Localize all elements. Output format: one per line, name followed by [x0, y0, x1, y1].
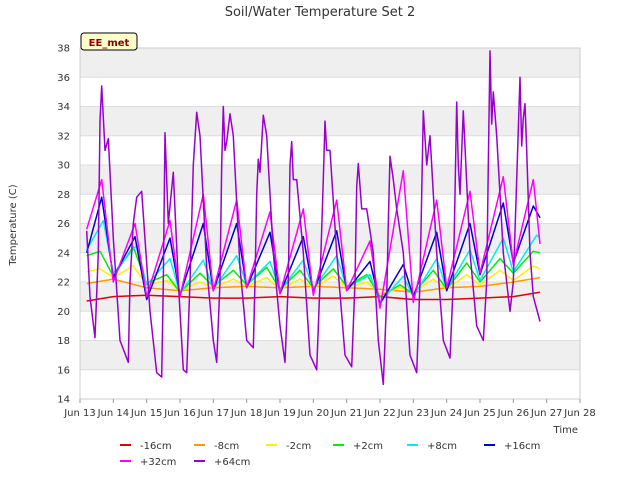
- x-tick-label: Jun 21: [330, 408, 363, 419]
- y-tick-label: 16: [57, 365, 70, 376]
- grid-band: [80, 106, 580, 136]
- chart-title: Soil/Water Temperature Set 2: [225, 5, 416, 20]
- y-tick-label: 20: [57, 307, 70, 318]
- series-line-+64cm: [85, 50, 541, 386]
- x-axis-label: Time: [553, 425, 578, 436]
- x-tick-label: Jun 13: [63, 408, 96, 419]
- x-axis: Jun 13 Jun 14 Jun 15 Jun 16 Jun 17 Jun 18 Jun …: [63, 399, 596, 419]
- x-tick-label: Jun 27: [530, 408, 563, 419]
- legend-label: +8cm: [427, 441, 457, 452]
- legend-label: -16cm: [140, 441, 172, 452]
- series-line-+32cm: [85, 170, 541, 310]
- legend: -16cm -8cm -2cm +2cm +8cm +16cm +32cm +64cm: [120, 441, 540, 468]
- legend-label: +16cm: [504, 441, 540, 452]
- x-tick-label: Jun 18: [230, 408, 263, 419]
- x-tick-label: Jun 15: [130, 408, 163, 419]
- legend-label: +64cm: [214, 457, 250, 468]
- x-tick-label: Jun 24: [430, 408, 463, 419]
- grid-band: [80, 48, 580, 78]
- x-tick-label: Jun 14: [97, 408, 130, 419]
- legend-label: +2cm: [353, 441, 383, 452]
- y-tick-label: 14: [57, 395, 70, 406]
- x-tick-label: Jun 23: [397, 408, 430, 419]
- site-label-box: EE_met: [80, 32, 138, 51]
- x-tick-label: Jun 25: [463, 408, 496, 419]
- grid-band: [80, 340, 580, 370]
- series-line--8cm: [86, 276, 541, 293]
- y-axis: 14 16 18 20 22 24 26 28 30 32 34 36 38: [57, 44, 70, 406]
- y-tick-label: 24: [57, 248, 70, 259]
- y-tick-label: 32: [57, 131, 70, 142]
- x-tick-label: Jun 26: [497, 408, 530, 419]
- plot-frame: [79, 47, 581, 400]
- y-tick-label: 26: [57, 219, 70, 230]
- grid-bands: [80, 48, 580, 370]
- y-tick-label: 34: [57, 102, 70, 113]
- y-tick-label: 18: [57, 336, 70, 347]
- y-axis-label: Temperature (C): [8, 184, 19, 266]
- x-tick-label: Jun 19: [263, 408, 296, 419]
- y-tick-label: 22: [57, 278, 70, 289]
- x-tick-label: Jun 22: [363, 408, 396, 419]
- x-tick-label: Jun 17: [197, 408, 230, 419]
- legend-label: +32cm: [140, 457, 176, 468]
- y-tick-label: 38: [57, 44, 70, 55]
- x-tick-label: Jun 16: [163, 408, 196, 419]
- y-tick-label: 28: [57, 190, 70, 201]
- grid-band: [80, 165, 580, 195]
- series-layer: [85, 50, 541, 386]
- legend-label: -2cm: [286, 441, 311, 452]
- series-line--16cm: [86, 291, 541, 302]
- x-tick-label: Jun 28: [563, 408, 596, 419]
- y-tick-label: 30: [57, 161, 70, 172]
- x-tick-label: Jun 20: [297, 408, 330, 419]
- legend-label: -8cm: [214, 441, 239, 452]
- site-label: EE_met: [89, 38, 130, 49]
- y-tick-label: 36: [57, 73, 70, 84]
